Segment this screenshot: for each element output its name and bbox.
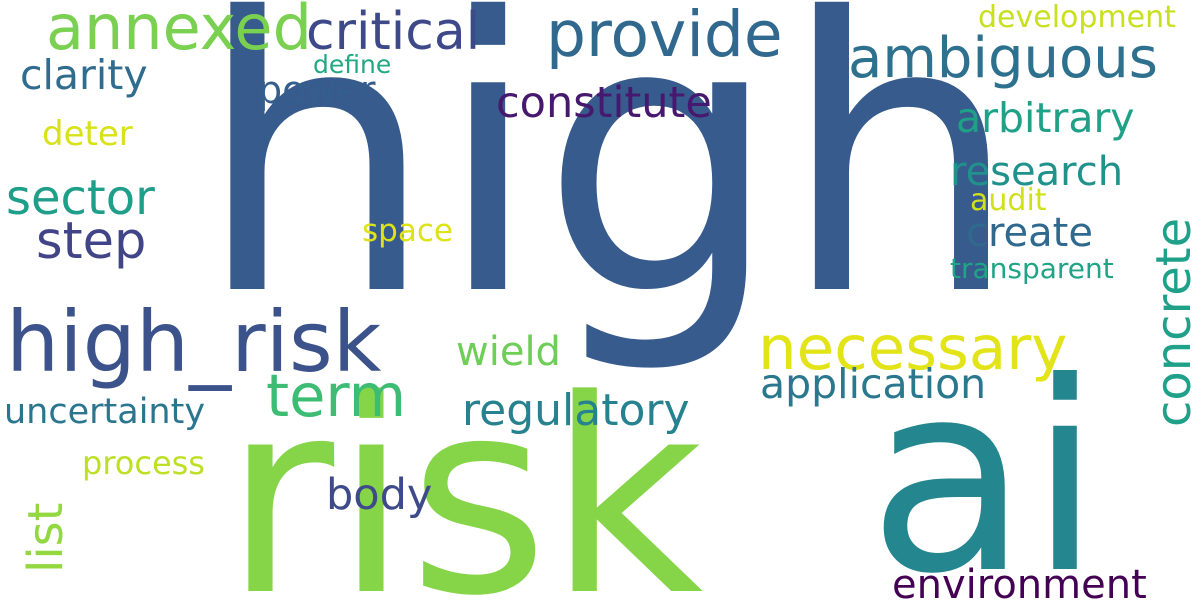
word-risk: risk [224,343,704,600]
word-critical: critical [306,2,481,62]
word-high: high [196,0,1021,379]
word-term: term [266,361,407,430]
word-define: define [313,50,392,79]
word-sector: sector [6,170,155,226]
word-process: process [82,444,205,482]
word-space: space [362,213,453,249]
word-power: power [258,68,376,112]
word-ambiguous: ambiguous [848,26,1158,91]
word-research: research [950,149,1124,195]
word-necessary: necessary [758,313,1068,384]
word-step: step [36,212,147,271]
word-provide: provide [546,0,783,71]
word-clarity: clarity [20,51,148,99]
word-annexed: annexed [46,0,312,64]
word-concrete: concrete [1146,217,1200,427]
word-environment: environment [892,562,1147,600]
word-regulatory: regulatory [462,385,690,436]
word-wield: wield [456,329,561,375]
word-high-risk: high_risk [6,293,382,391]
word-ai: ai [868,326,1102,600]
word-arbitrary: arbitrary [956,94,1135,142]
word-create: create [966,210,1093,256]
word-uncertainty: uncertainty [4,392,206,432]
word-deter: deter [42,114,133,154]
word-transparent: transparent [950,252,1114,285]
word-application: application [760,360,987,408]
word-list: list [18,502,74,574]
word-audit: audit [970,183,1047,218]
word-development: development [978,0,1176,35]
word-constitute: constitute [496,78,712,128]
word-body: body [326,470,433,520]
